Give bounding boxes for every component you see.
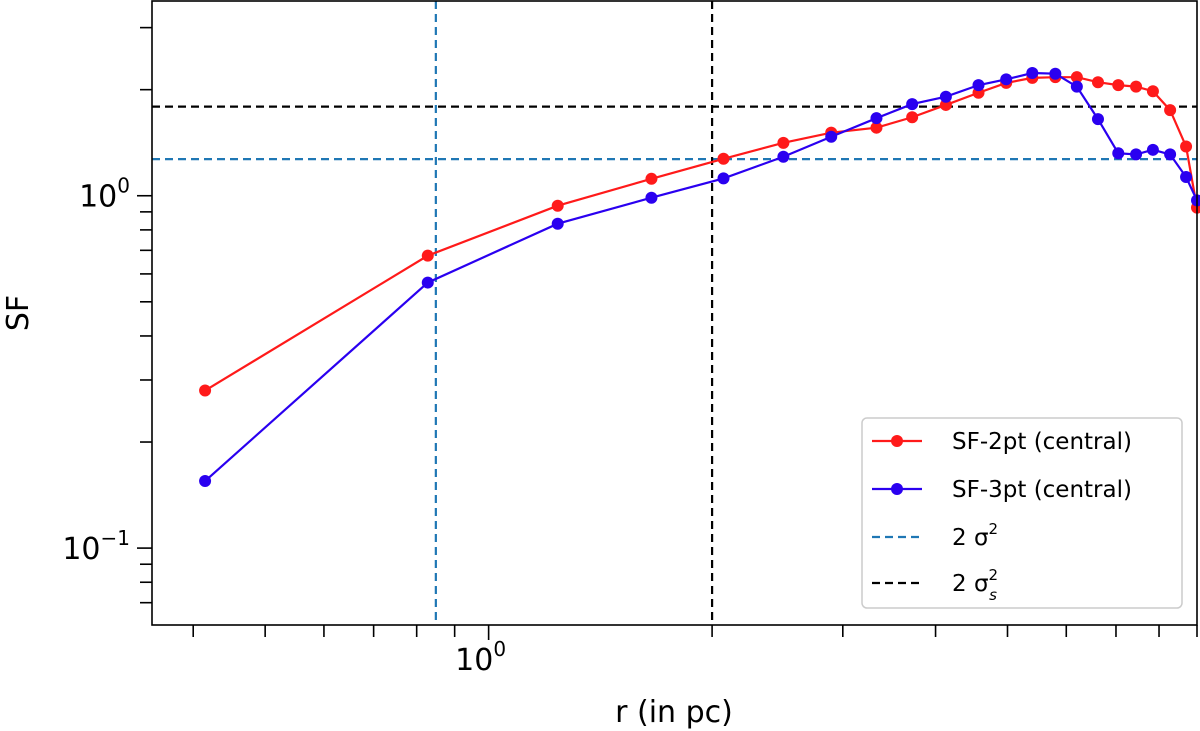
legend: SF-2pt (central)SF-3pt (central)2 σ22 σ2… [861, 417, 1183, 609]
y-tick-label: 10−1 [62, 526, 130, 567]
data-point [825, 130, 838, 143]
y-axis-label: SF [1, 295, 36, 331]
x-tick-base: 10 [455, 643, 493, 678]
legend-label: 2 σ2 [952, 520, 998, 551]
data-point [906, 111, 919, 124]
series-line [204, 76, 1199, 392]
y-tick-exponent: 0 [117, 174, 130, 198]
data-point [939, 98, 952, 111]
x-tick-label: 100 [455, 637, 506, 678]
data-point [199, 475, 212, 488]
data-point [939, 90, 952, 103]
legend-label: 2 σ2 s [952, 566, 998, 604]
plot-frame [151, 0, 1198, 626]
data-point [645, 191, 658, 204]
data-point [1112, 147, 1125, 160]
data-point [1070, 71, 1083, 84]
data-point [1180, 140, 1193, 153]
data-point [1164, 104, 1177, 117]
data-point [421, 276, 434, 289]
data-point [1091, 113, 1104, 126]
data-point [1091, 76, 1104, 89]
data-point [1130, 80, 1143, 93]
data-point [1130, 148, 1143, 161]
data-point [551, 199, 564, 212]
legend-box [861, 417, 1183, 609]
data-point [199, 384, 212, 397]
legend-label: SF-2pt (central) [952, 429, 1132, 455]
data-point [1164, 148, 1177, 161]
y-tick-base: 10 [79, 180, 117, 215]
data-point [645, 172, 658, 185]
y-tick-label: 100 [79, 174, 130, 215]
legend-label-sup: 2 [989, 566, 999, 584]
legend-label-sub: s [989, 586, 997, 604]
data-point [1112, 79, 1125, 92]
y-tick-base: 10 [62, 532, 100, 567]
legend-label-main: 2 σ [952, 525, 989, 551]
x-tick-exponent: 0 [493, 637, 506, 661]
data-point [870, 112, 883, 125]
legend-label-sup: 2 [989, 520, 999, 538]
data-point [777, 150, 790, 163]
data-point [870, 121, 883, 134]
series-line [204, 71, 1198, 482]
data-point [1146, 143, 1159, 156]
legend-label-main: 2 σ [952, 571, 989, 597]
data-point [1000, 73, 1013, 86]
data-point [1146, 85, 1159, 98]
data-point [777, 136, 790, 149]
x-axis-label: r (in pc) [615, 695, 733, 730]
data-point [1070, 80, 1083, 93]
data-point [551, 217, 564, 230]
data-point [1049, 67, 1062, 80]
data-point [972, 79, 985, 92]
data-point [906, 98, 919, 111]
y-tick-exponent: −1 [101, 526, 130, 550]
reference-lines [152, 1, 1197, 625]
legend-marker [891, 483, 903, 495]
data-point [717, 172, 730, 185]
data-point [421, 249, 434, 262]
data-point [1180, 171, 1193, 184]
data-point [717, 152, 730, 165]
legend-marker [891, 435, 903, 447]
legend-label: SF-3pt (central) [952, 477, 1132, 503]
data-point [1026, 67, 1039, 80]
